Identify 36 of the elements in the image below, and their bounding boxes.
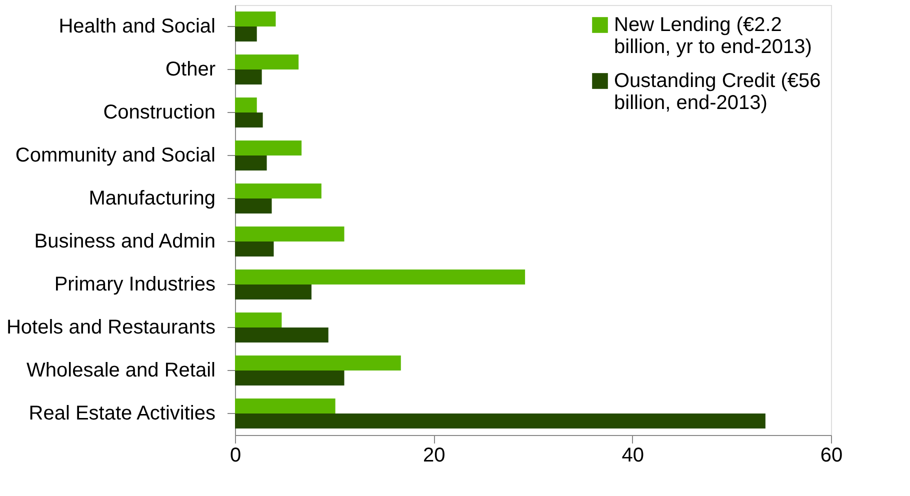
bar (235, 183, 322, 198)
bar (235, 198, 272, 214)
bar (235, 312, 282, 328)
y-tick-label: Wholesale and Retail (26, 360, 216, 382)
x-tick-label: 20 (423, 444, 446, 466)
bar (235, 26, 257, 42)
y-tick-label: Business and Admin (34, 230, 216, 252)
x-tick-label: 0 (230, 444, 242, 466)
bar (235, 226, 344, 242)
bar (235, 140, 302, 156)
legend-label: New Lending (€2.2 billion, yr to end-2013) (614, 14, 812, 58)
bar (235, 156, 267, 171)
bar (235, 370, 344, 386)
bar (235, 242, 274, 257)
y-tick-label: Primary Industries (54, 274, 216, 296)
x-tick-label: 60 (820, 444, 843, 466)
y-tick-label: Hotels and Restaurants (6, 316, 216, 338)
bar (235, 97, 257, 112)
bar (235, 355, 401, 370)
legend-label: Oustanding Credit (€56 billion, end-2013) (614, 70, 821, 114)
y-tick-label: Community and Social (15, 144, 216, 166)
y-tick-label: Other (165, 58, 216, 80)
x-tick-label: 40 (622, 444, 644, 466)
bar (235, 398, 336, 414)
bar (235, 112, 263, 128)
bar (235, 70, 262, 85)
bar (235, 284, 312, 300)
y-tick-label: Construction (103, 102, 216, 124)
bar (235, 328, 328, 343)
bar (235, 414, 766, 429)
bar (235, 11, 276, 26)
bar (235, 54, 299, 70)
y-tick-label: Manufacturing (88, 188, 216, 210)
y-tick-label: Real Estate Activities (28, 402, 216, 424)
bar (235, 269, 526, 284)
y-tick-label: Health and Social (58, 16, 216, 38)
